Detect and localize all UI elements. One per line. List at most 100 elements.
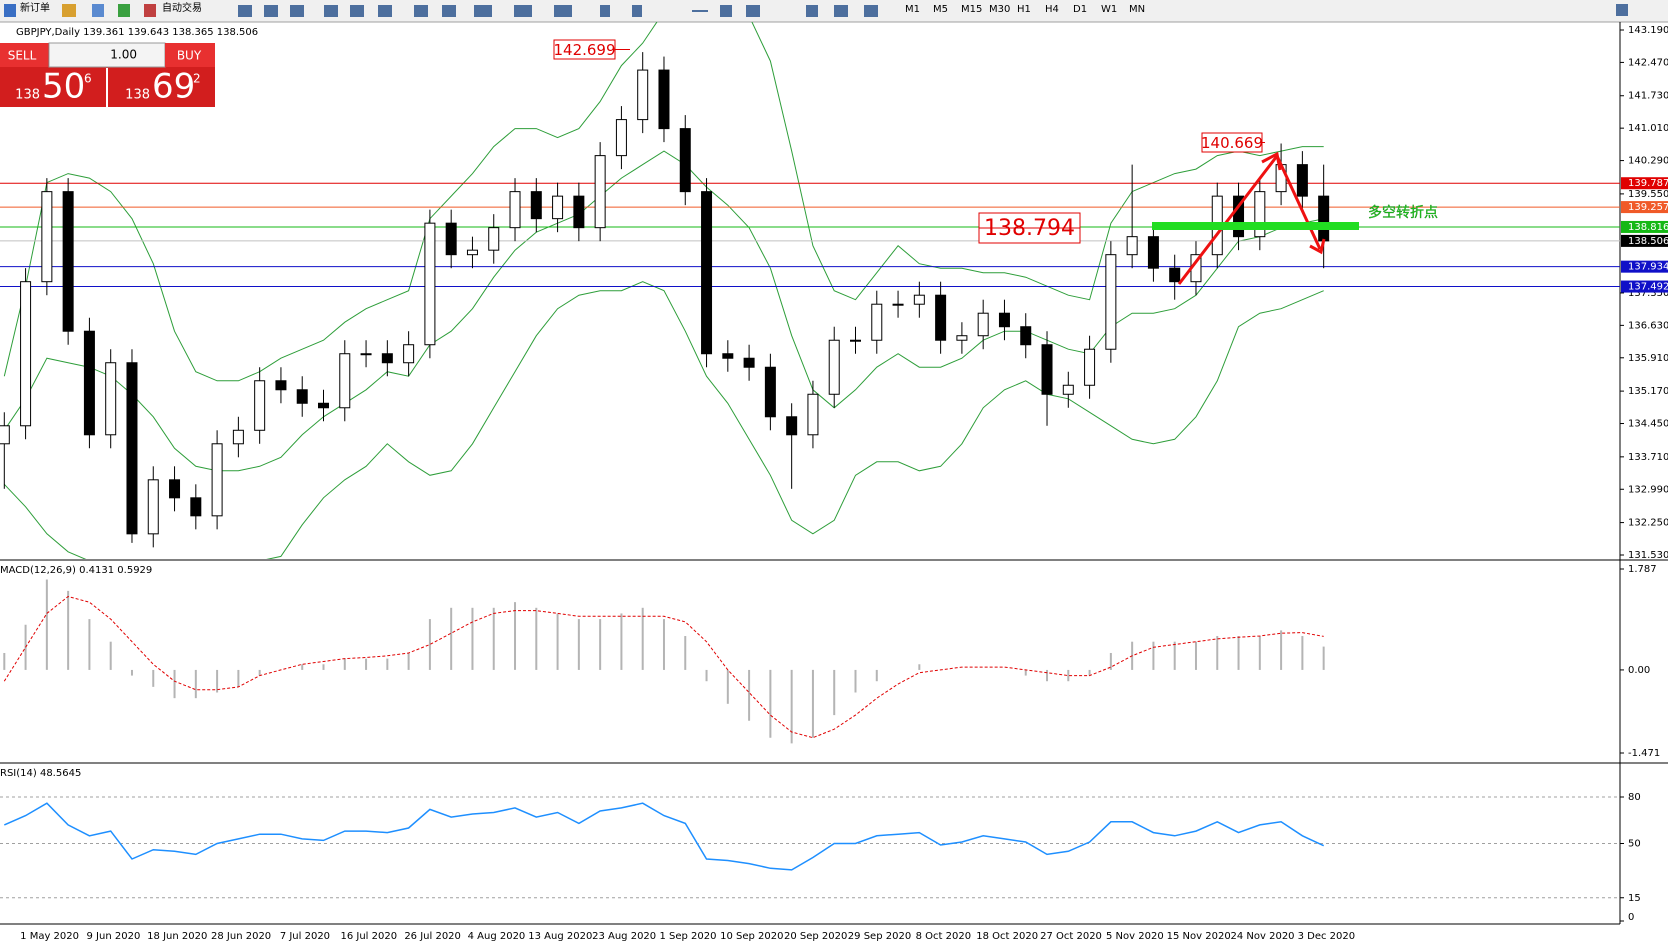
candle-body xyxy=(892,303,904,306)
x-tick-label: 1 Sep 2020 xyxy=(659,931,716,942)
lot-box[interactable] xyxy=(48,42,166,68)
candle-body xyxy=(509,191,521,229)
bid-frac: 6 xyxy=(84,72,92,86)
timeframe[interactable]: MN xyxy=(1129,4,1145,15)
candle-body xyxy=(275,380,287,391)
candle-body xyxy=(828,339,840,395)
timeframe[interactable]: H4 xyxy=(1045,4,1059,15)
candle-body xyxy=(573,195,585,229)
candle-body xyxy=(977,312,989,337)
icon[interactable] xyxy=(238,5,252,17)
buy-label[interactable]: BUY xyxy=(177,49,202,63)
candle-body xyxy=(956,335,968,341)
icon[interactable] xyxy=(514,5,532,17)
candle-body xyxy=(530,191,542,220)
icon[interactable] xyxy=(834,5,848,17)
icon[interactable] xyxy=(264,5,278,17)
level-tag xyxy=(1621,280,1668,293)
band-middle xyxy=(3,150,1324,472)
icon[interactable] xyxy=(746,5,760,17)
x-tick-label: 29 Sep 2020 xyxy=(848,931,911,942)
icon[interactable] xyxy=(414,5,428,17)
x-tick-label: 10 Sep 2020 xyxy=(720,931,783,942)
y-tick-label: 136.630 xyxy=(1628,320,1668,331)
timeframe[interactable]: M15 xyxy=(961,4,982,15)
icon[interactable] xyxy=(806,5,818,17)
x-tick-label: 18 Jun 2020 xyxy=(147,931,207,942)
icon[interactable] xyxy=(864,5,878,17)
x-tick-label: 4 Aug 2020 xyxy=(468,931,526,942)
icon[interactable] xyxy=(378,5,392,17)
candle-body xyxy=(701,191,713,355)
candle-body xyxy=(594,155,606,229)
candle-body xyxy=(169,479,181,499)
arrow-head xyxy=(1261,151,1282,171)
icon[interactable] xyxy=(632,5,642,17)
button-label[interactable]: 自动交易 xyxy=(162,1,202,14)
x-tick-label: 16 Jul 2020 xyxy=(340,931,397,942)
candle-body xyxy=(764,366,776,418)
lot-value[interactable]: 1.00 xyxy=(110,48,137,62)
candle-body xyxy=(296,389,308,404)
candle-body xyxy=(0,425,10,445)
icon[interactable] xyxy=(4,4,16,17)
candle-body xyxy=(339,353,351,409)
candle-body xyxy=(552,195,564,220)
buy-button[interactable] xyxy=(165,43,215,67)
candle-body xyxy=(147,479,159,535)
band-upper xyxy=(3,22,1324,382)
candle-body xyxy=(403,344,415,364)
candle-body xyxy=(1318,195,1330,242)
y-tick-label: 134.450 xyxy=(1628,419,1668,430)
ask-frac: 2 xyxy=(193,72,201,86)
icon[interactable] xyxy=(118,4,130,17)
icon[interactable] xyxy=(290,5,304,17)
level-label: 137.492 xyxy=(1628,282,1668,293)
y-tick-label: 50 xyxy=(1628,839,1641,850)
candle-body xyxy=(786,416,798,436)
icon[interactable] xyxy=(600,5,610,17)
candle-body xyxy=(1041,344,1053,395)
candle-body xyxy=(722,353,734,359)
candle-body xyxy=(126,362,138,535)
y-tick-label: -1.471 xyxy=(1628,748,1660,759)
y-tick-label: 137.350 xyxy=(1628,288,1668,299)
y-tick-label: 139.550 xyxy=(1628,189,1668,200)
timeframe[interactable]: H1 xyxy=(1017,4,1031,15)
icon[interactable] xyxy=(554,5,572,17)
icon[interactable] xyxy=(474,5,492,17)
candle-body xyxy=(1233,195,1245,238)
timeframe[interactable]: M1 xyxy=(905,4,920,15)
sell-label[interactable]: SELL xyxy=(8,49,37,63)
candle-body xyxy=(232,429,244,445)
sell-button[interactable] xyxy=(0,43,48,67)
trend-arrows xyxy=(1177,151,1326,285)
icon[interactable] xyxy=(720,5,732,17)
button-label[interactable]: 新订单 xyxy=(20,1,50,14)
icon[interactable] xyxy=(324,5,338,17)
y-tick-label: 0.00 xyxy=(1628,665,1650,676)
icon[interactable] xyxy=(350,5,364,17)
icon[interactable] xyxy=(442,5,456,17)
icon[interactable] xyxy=(62,4,76,17)
candle-body xyxy=(1147,236,1159,269)
level-tag xyxy=(1621,201,1668,214)
timeframe[interactable]: M30 xyxy=(989,4,1010,15)
candle-body xyxy=(424,222,436,346)
y-tick-label: 142.470 xyxy=(1628,57,1668,68)
divider xyxy=(106,68,108,107)
arrow-head xyxy=(1309,238,1326,255)
icon[interactable] xyxy=(692,10,708,12)
rsi-line xyxy=(3,802,1325,871)
timeframe[interactable]: W1 xyxy=(1101,4,1117,15)
icon[interactable] xyxy=(92,4,104,17)
signal-line xyxy=(3,595,1324,739)
timeframe[interactable]: M5 xyxy=(933,4,948,15)
candle-body xyxy=(1126,236,1138,256)
timeframe[interactable]: D1 xyxy=(1073,4,1087,15)
x-tick-label: 5 Nov 2020 xyxy=(1106,931,1164,942)
candle-body xyxy=(466,249,478,256)
search-icon[interactable] xyxy=(1616,4,1628,16)
icon[interactable] xyxy=(144,4,156,17)
